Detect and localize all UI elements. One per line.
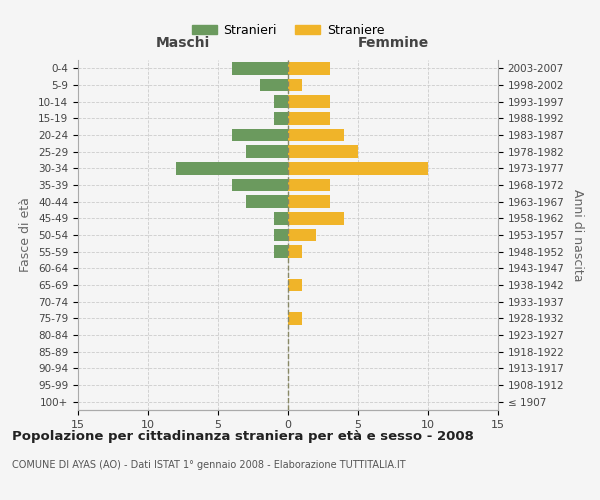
Bar	[288, 312, 302, 324]
Bar	[246, 146, 288, 158]
Bar	[288, 162, 428, 174]
Bar	[288, 212, 344, 224]
Text: Maschi: Maschi	[156, 36, 210, 50]
Bar	[288, 79, 302, 92]
Bar	[288, 62, 330, 74]
Text: Femmine: Femmine	[358, 36, 428, 50]
Bar	[232, 62, 288, 74]
Bar	[274, 212, 288, 224]
Bar	[288, 146, 358, 158]
Text: Popolazione per cittadinanza straniera per età e sesso - 2008: Popolazione per cittadinanza straniera p…	[12, 430, 474, 443]
Bar	[274, 229, 288, 241]
Y-axis label: Fasce di età: Fasce di età	[19, 198, 32, 272]
Bar	[288, 279, 302, 291]
Bar	[176, 162, 288, 174]
Bar	[288, 246, 302, 258]
Bar	[274, 112, 288, 124]
Bar	[260, 79, 288, 92]
Bar	[288, 129, 344, 141]
Bar	[274, 246, 288, 258]
Bar	[288, 196, 330, 208]
Bar	[288, 229, 316, 241]
Bar	[288, 96, 330, 108]
Bar	[274, 96, 288, 108]
Bar	[232, 129, 288, 141]
Bar	[288, 112, 330, 124]
Legend: Stranieri, Straniere: Stranieri, Straniere	[187, 18, 389, 42]
Y-axis label: Anni di nascita: Anni di nascita	[571, 188, 584, 281]
Bar	[232, 179, 288, 192]
Bar	[246, 196, 288, 208]
Bar	[288, 179, 330, 192]
Text: COMUNE DI AYAS (AO) - Dati ISTAT 1° gennaio 2008 - Elaborazione TUTTITALIA.IT: COMUNE DI AYAS (AO) - Dati ISTAT 1° genn…	[12, 460, 406, 470]
